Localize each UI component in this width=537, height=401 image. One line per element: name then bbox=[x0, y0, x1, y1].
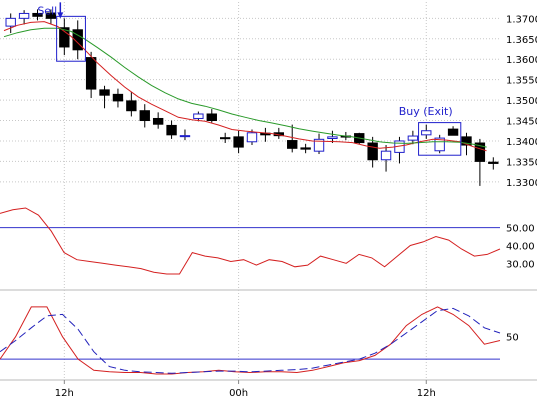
stochastic-k-line bbox=[0, 306, 501, 375]
signal-box bbox=[56, 15, 86, 62]
moving-average-line bbox=[3, 21, 487, 152]
moving-average-line bbox=[3, 27, 487, 148]
candle bbox=[85, 51, 97, 99]
candle bbox=[447, 126, 459, 136]
candle bbox=[99, 85, 110, 109]
x-tick-label: 12h bbox=[417, 388, 436, 399]
y-tick-label: 1.3550 bbox=[506, 76, 537, 87]
candle bbox=[380, 145, 392, 172]
candle-body-up bbox=[407, 135, 419, 141]
sell-arrow-head bbox=[57, 12, 64, 19]
candle bbox=[327, 130, 338, 143]
candle-body-up bbox=[380, 150, 392, 161]
x-axis-labels: 12h 00h 12h bbox=[55, 388, 436, 399]
candle-body-down bbox=[206, 113, 217, 122]
candle-body-down bbox=[99, 89, 110, 96]
rsi-line bbox=[0, 207, 501, 275]
candle bbox=[407, 130, 419, 145]
candle bbox=[367, 136, 378, 168]
candle-body-down bbox=[447, 128, 459, 136]
candle-body-down bbox=[126, 100, 137, 112]
y-tick-label: 1.3400 bbox=[506, 137, 537, 148]
candle-body-down bbox=[287, 140, 298, 149]
candle bbox=[45, 9, 57, 25]
y-axis-labels: 1.3700 1.3650 1.3600 1.3550 1.3500 1.3450 1.34… bbox=[506, 14, 537, 343]
candle bbox=[313, 133, 325, 155]
candle-body-down bbox=[45, 12, 57, 19]
candle-body-up bbox=[193, 113, 204, 119]
candle bbox=[72, 20, 83, 60]
candle bbox=[287, 124, 298, 153]
candle bbox=[166, 120, 177, 139]
candle bbox=[126, 91, 137, 117]
signal-box bbox=[418, 122, 462, 156]
y-tick-label: 1.3600 bbox=[506, 55, 537, 66]
y-tick-label: 50.00 bbox=[506, 224, 535, 235]
candle bbox=[32, 9, 43, 21]
x-tick-label: 00h bbox=[229, 388, 248, 399]
y-tick-label: 1.3450 bbox=[506, 117, 537, 128]
reference-lines bbox=[0, 227, 500, 360]
candle-body-down bbox=[72, 29, 83, 51]
candle-body-down bbox=[166, 124, 177, 136]
candle bbox=[193, 111, 204, 122]
candle-body-down bbox=[367, 142, 378, 161]
candle-body-down bbox=[152, 117, 164, 125]
candle bbox=[219, 132, 231, 143]
candle-body-up bbox=[246, 132, 258, 143]
candle bbox=[206, 109, 217, 123]
rsi-panel bbox=[0, 207, 501, 275]
candle-body-up bbox=[421, 130, 432, 136]
candle-body-down bbox=[233, 136, 244, 148]
candle bbox=[300, 143, 311, 154]
stochastic-d-line bbox=[0, 307, 501, 374]
buy-exit-label: Buy (Exit) bbox=[399, 105, 453, 118]
candle bbox=[5, 13, 16, 34]
candle-body-down bbox=[59, 27, 70, 48]
candle bbox=[421, 124, 432, 139]
candle-body-up bbox=[18, 12, 30, 19]
candle-body-down bbox=[488, 161, 499, 164]
y-tick-label: 50 bbox=[506, 333, 519, 344]
candle-body-up bbox=[434, 137, 445, 152]
y-tick-label: 1.3700 bbox=[506, 14, 537, 25]
candle bbox=[233, 130, 244, 154]
candle-body-down bbox=[85, 57, 97, 90]
candle bbox=[59, 18, 70, 56]
candle-body-down bbox=[300, 147, 311, 150]
candle bbox=[18, 10, 30, 25]
candle bbox=[139, 104, 150, 128]
y-tick-label: 1.3650 bbox=[506, 35, 537, 46]
moving-averages bbox=[3, 21, 487, 152]
signal-boxes bbox=[56, 15, 462, 156]
y-tick-label: 1.3300 bbox=[506, 178, 537, 189]
signal-annotations: Sell Buy (Exit) bbox=[37, 2, 453, 118]
candle-body-down bbox=[112, 93, 124, 102]
candle bbox=[474, 138, 486, 186]
candle bbox=[152, 112, 164, 129]
y-tick-label: 1.3350 bbox=[506, 157, 537, 168]
candle-body-down bbox=[474, 142, 486, 162]
y-tick-label: 30.00 bbox=[506, 259, 535, 270]
candle-body-down bbox=[32, 12, 43, 17]
candle-body-down bbox=[139, 110, 150, 122]
candle bbox=[488, 157, 499, 170]
x-tick-label: 12h bbox=[55, 388, 74, 399]
stochastic-panel bbox=[0, 306, 501, 375]
candle bbox=[179, 129, 191, 141]
candle-body-down bbox=[219, 137, 231, 140]
y-tick-label: 40.00 bbox=[506, 241, 535, 252]
candle-body-up bbox=[313, 138, 325, 152]
candle-body-up bbox=[179, 135, 191, 138]
candle bbox=[434, 134, 445, 154]
y-tick-label: 1.3500 bbox=[506, 96, 537, 107]
candle-body-down bbox=[461, 136, 472, 146]
candle-body-up bbox=[5, 17, 16, 27]
candle bbox=[112, 88, 124, 108]
sell-label: Sell bbox=[37, 4, 57, 17]
candle-body-up bbox=[327, 136, 338, 140]
